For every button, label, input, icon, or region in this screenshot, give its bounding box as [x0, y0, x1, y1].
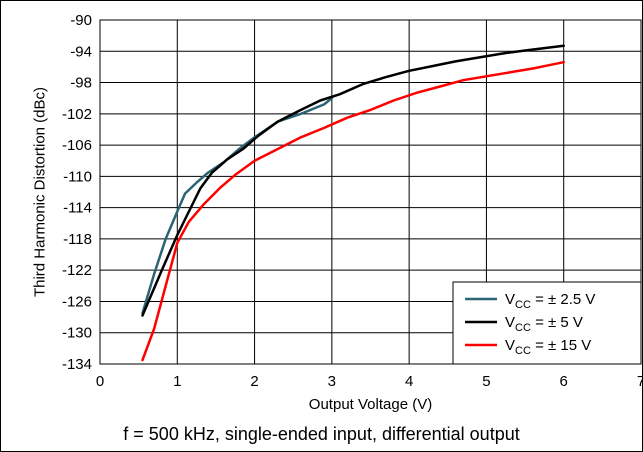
y-axis: -90 -94 -98 -102 -106 -110 -114 -118 -122 -126 -13…	[62, 12, 92, 373]
y-axis-label: Third Harmonic Distortion (dBc)	[31, 87, 48, 297]
x-tick-label: 4	[405, 373, 413, 390]
y-tick-label: -114	[63, 200, 92, 217]
x-tick-label: 5	[482, 373, 490, 390]
x-tick-label: 3	[328, 373, 336, 390]
x-tick-label: 1	[173, 373, 181, 390]
x-tick-label: 7	[637, 373, 643, 390]
chart-caption: f = 500 kHz, single-ended input, differe…	[0, 424, 643, 445]
y-tick-label: -94	[70, 43, 92, 60]
y-tick-label: -102	[62, 106, 92, 123]
x-tick-label: 0	[96, 373, 104, 390]
y-tick-label: -130	[62, 325, 92, 342]
y-tick-label: -106	[62, 137, 92, 154]
y-tick-label: -110	[63, 168, 92, 185]
y-tick-label: -122	[62, 262, 92, 279]
y-tick-label: -90	[70, 12, 92, 29]
x-axis: 0 1 2 3 4 5 6 7	[96, 373, 643, 390]
y-tick-label: -98	[70, 75, 92, 92]
y-tick-label: -126	[62, 293, 92, 310]
y-tick-label: -134	[62, 356, 92, 373]
x-axis-label: Output Voltage (V)	[309, 396, 432, 413]
y-tick-label: -118	[63, 231, 92, 248]
x-tick-label: 2	[250, 373, 258, 390]
chart: -90 -94 -98 -102 -106 -110 -114 -118 -122 -126 -13…	[0, 0, 643, 420]
x-tick-label: 6	[560, 373, 568, 390]
